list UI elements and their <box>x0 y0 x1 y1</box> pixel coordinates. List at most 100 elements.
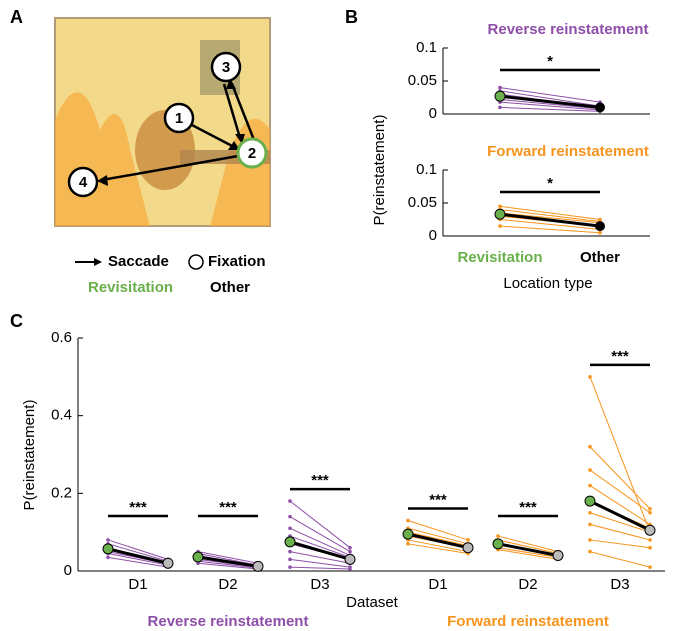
subject-line <box>590 447 650 509</box>
significance: *** <box>429 491 447 508</box>
subject-line <box>290 567 350 569</box>
node-label: 4 <box>79 174 88 191</box>
mean-marker <box>495 91 505 101</box>
mean-marker <box>585 496 595 506</box>
significance: *** <box>219 499 237 516</box>
mean-marker <box>253 561 263 571</box>
x-tick-label: D3 <box>310 576 329 593</box>
y-axis-label: P(reinstatement) <box>21 400 38 511</box>
subject-point <box>498 86 502 90</box>
subject-point <box>106 556 110 560</box>
panel-label: C <box>10 311 23 331</box>
subject-point <box>648 565 652 569</box>
subject-point <box>348 546 352 550</box>
subject-point <box>648 511 652 515</box>
significance: *** <box>311 472 329 489</box>
y-tick-label: 0 <box>429 227 437 244</box>
subject-point <box>588 468 592 472</box>
subject-point <box>348 567 352 571</box>
subject-line <box>500 226 600 233</box>
subject-point <box>406 519 410 523</box>
x-tick-label: D2 <box>218 576 237 593</box>
location-type: Revisitation <box>88 279 173 296</box>
significance: * <box>547 175 553 192</box>
chart-title: Reverse reinstatement <box>488 21 649 38</box>
significance: *** <box>129 499 147 516</box>
y-tick-label: 0.6 <box>51 329 72 346</box>
subject-point <box>496 534 500 538</box>
y-tick-label: 0.4 <box>51 407 72 424</box>
mean-marker <box>345 554 355 564</box>
mean-marker <box>103 544 113 554</box>
subject-line <box>290 501 350 548</box>
mean-marker <box>493 539 503 549</box>
subject-point <box>288 499 292 503</box>
subject-point <box>648 507 652 511</box>
node-label: 2 <box>248 145 256 162</box>
subject-point <box>588 538 592 542</box>
mean-marker <box>403 529 413 539</box>
x-axis-label: Dataset <box>346 594 399 611</box>
subject-line <box>590 540 650 548</box>
subject-point <box>288 558 292 562</box>
mean-marker <box>463 543 473 553</box>
y-tick-label: 0.1 <box>416 39 437 56</box>
mean-marker <box>285 537 295 547</box>
subject-point <box>348 550 352 554</box>
legend-label: Saccade <box>108 253 169 270</box>
mean-marker <box>595 221 605 231</box>
location-type: Other <box>210 279 250 296</box>
subject-point <box>588 550 592 554</box>
panel-label: A <box>10 7 23 27</box>
subject-point <box>498 106 502 110</box>
mean-marker <box>495 209 505 219</box>
chart-title: Forward reinstatement <box>487 143 649 160</box>
subject-point <box>498 205 502 209</box>
subject-line <box>500 88 600 103</box>
figure: A B C Saccade Fixation Revisitation Othe… <box>0 0 687 631</box>
mean-line <box>290 542 350 559</box>
subject-line <box>408 532 468 546</box>
subject-point <box>288 565 292 569</box>
subject-point <box>588 445 592 449</box>
mean-marker <box>553 550 563 560</box>
subject-line <box>590 377 650 532</box>
legend-arrow <box>94 258 102 266</box>
x-tick-label: D1 <box>428 576 447 593</box>
legend-label: Fixation <box>208 253 266 270</box>
subject-point <box>106 538 110 542</box>
subject-point <box>648 538 652 542</box>
subject-line <box>290 559 350 567</box>
subject-point <box>598 231 602 235</box>
mean-marker <box>595 102 605 112</box>
subject-point <box>288 515 292 519</box>
y-tick-label: 0.2 <box>51 484 72 501</box>
significance: *** <box>519 499 537 516</box>
mean-marker <box>193 552 203 562</box>
subject-line <box>500 107 600 111</box>
subject-point <box>588 511 592 515</box>
x-tick-label: D1 <box>128 576 147 593</box>
x-tick-label: Revisitation <box>457 249 542 266</box>
mean-marker <box>163 558 173 568</box>
mean-marker <box>645 525 655 535</box>
y-tick-label: 0.05 <box>408 72 437 89</box>
subject-point <box>588 484 592 488</box>
subject-point <box>466 538 470 542</box>
subject-point <box>498 224 502 228</box>
y-tick-label: 0 <box>64 562 72 579</box>
subject-point <box>648 546 652 550</box>
x-axis-label: Location type <box>503 275 592 292</box>
legend-circle <box>189 255 203 269</box>
significance: * <box>547 53 553 70</box>
x-tick-label: D2 <box>518 576 537 593</box>
significance: *** <box>611 348 629 365</box>
subject-point <box>406 542 410 546</box>
group-label: Reverse reinstatement <box>148 613 309 630</box>
subject-point <box>588 523 592 527</box>
panel-label: B <box>345 7 358 27</box>
subject-line <box>590 552 650 568</box>
group-label: Forward reinstatement <box>447 613 609 630</box>
y-axis-label: P(reinstatement) <box>371 115 388 226</box>
node-label: 3 <box>222 59 230 76</box>
